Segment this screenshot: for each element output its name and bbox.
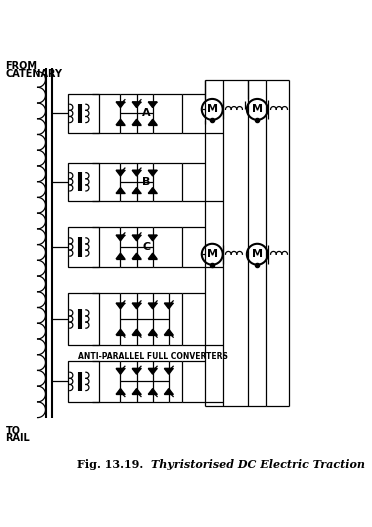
Text: A: A	[142, 109, 151, 119]
Polygon shape	[116, 102, 125, 108]
Polygon shape	[164, 329, 173, 335]
Polygon shape	[132, 235, 141, 241]
Polygon shape	[148, 188, 157, 193]
Text: M: M	[207, 104, 218, 114]
Text: RAIL: RAIL	[6, 433, 30, 443]
Text: M: M	[252, 249, 263, 259]
Polygon shape	[148, 368, 157, 374]
Text: M: M	[207, 249, 218, 259]
Text: CATENARY: CATENARY	[6, 69, 62, 79]
Polygon shape	[164, 303, 173, 309]
Polygon shape	[116, 253, 125, 259]
Polygon shape	[164, 368, 173, 374]
Polygon shape	[132, 388, 141, 394]
Polygon shape	[132, 329, 141, 335]
Text: ANTI-PARALLEL FULL CONVERTERS: ANTI-PARALLEL FULL CONVERTERS	[78, 352, 228, 360]
Polygon shape	[116, 188, 125, 193]
Polygon shape	[116, 235, 125, 241]
Polygon shape	[148, 303, 157, 309]
Text: Fig. 13.19.: Fig. 13.19.	[77, 459, 151, 470]
Polygon shape	[132, 102, 141, 108]
Polygon shape	[148, 235, 157, 241]
Text: TO: TO	[6, 426, 20, 436]
Bar	[68, 94, 99, 133]
Bar	[68, 162, 99, 201]
Bar	[68, 293, 99, 345]
Polygon shape	[116, 388, 125, 394]
Polygon shape	[116, 368, 125, 374]
Polygon shape	[132, 253, 141, 259]
Text: Thyristorised DC Electric Traction: Thyristorised DC Electric Traction	[151, 459, 365, 470]
Polygon shape	[148, 170, 157, 176]
Polygon shape	[132, 188, 141, 193]
Polygon shape	[148, 119, 157, 125]
Polygon shape	[148, 253, 157, 259]
Polygon shape	[116, 119, 125, 125]
Polygon shape	[132, 303, 141, 309]
Polygon shape	[148, 102, 157, 108]
Polygon shape	[132, 119, 141, 125]
Text: B: B	[142, 177, 150, 187]
Polygon shape	[116, 170, 125, 176]
Text: M: M	[252, 104, 263, 114]
Bar	[68, 362, 99, 402]
Polygon shape	[164, 388, 173, 394]
Polygon shape	[132, 170, 141, 176]
Text: C: C	[142, 242, 150, 252]
Polygon shape	[148, 388, 157, 394]
Polygon shape	[116, 329, 125, 335]
Polygon shape	[116, 303, 125, 309]
Text: FROM: FROM	[6, 61, 38, 71]
Polygon shape	[148, 329, 157, 335]
Polygon shape	[132, 368, 141, 374]
Bar	[68, 227, 99, 267]
